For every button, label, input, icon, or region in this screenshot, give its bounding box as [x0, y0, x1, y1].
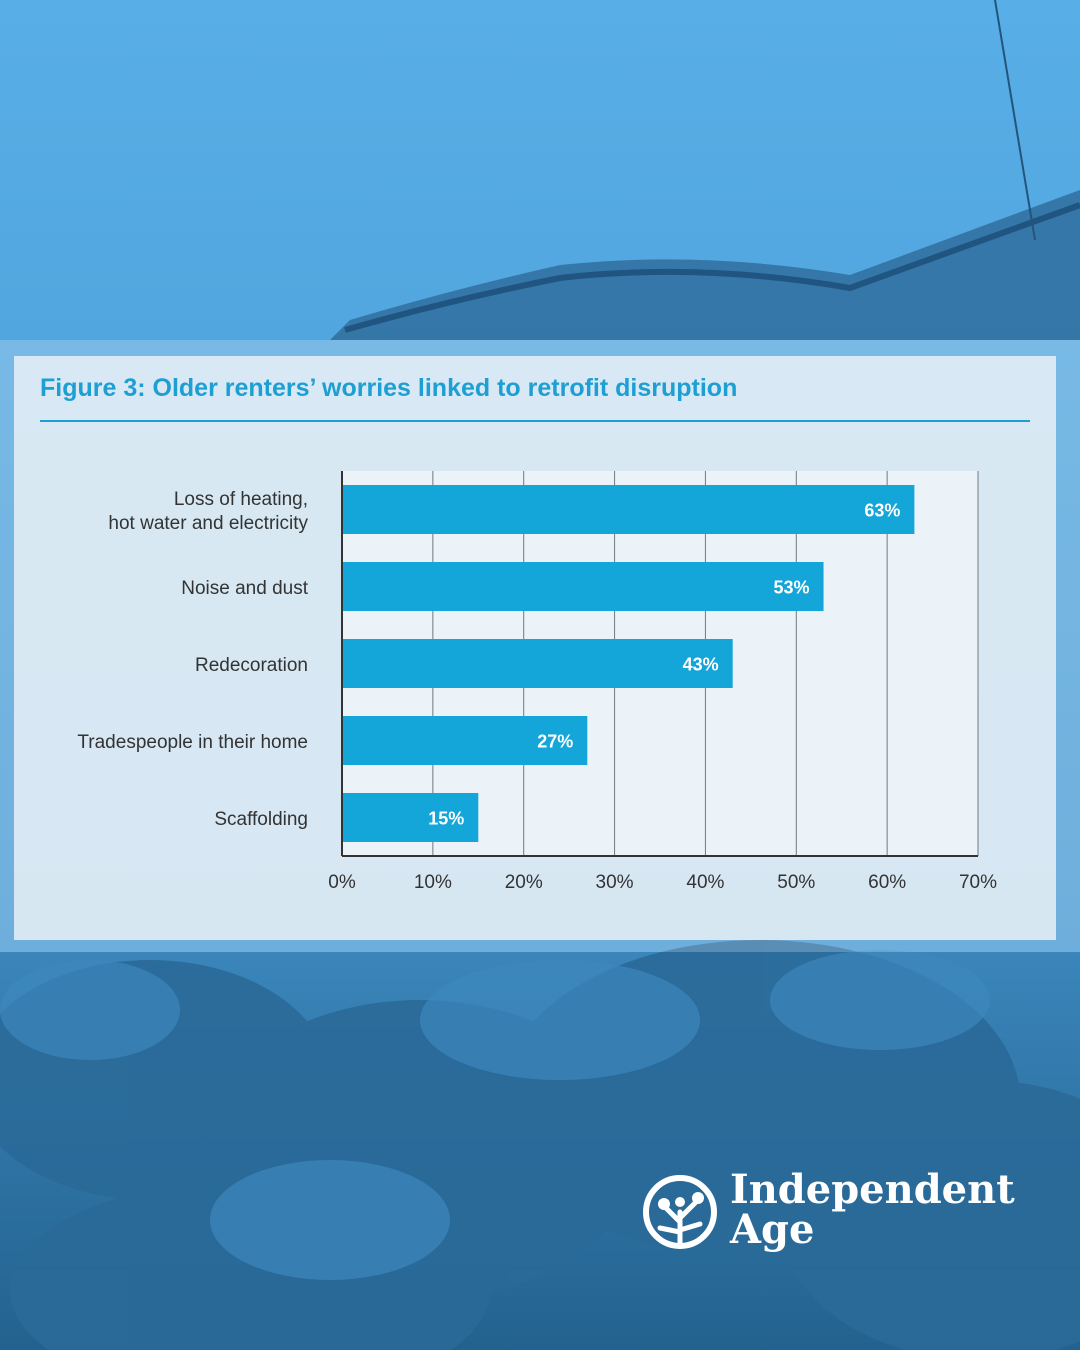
bar [342, 639, 733, 688]
bar-value-label: 43% [683, 655, 719, 675]
tree-logo-icon [643, 1175, 717, 1249]
category-label-line: Noise and dust [181, 577, 308, 599]
x-tick-label: 70% [959, 872, 997, 893]
category-label-line: Tradespeople in their home [77, 731, 308, 753]
category-label: Loss of heating, hot water and electricit… [8, 488, 308, 536]
x-tick-label: 30% [596, 872, 634, 893]
logo-text-line2: Age [730, 1206, 815, 1253]
bar [342, 485, 915, 534]
independent-age-logo: Independent Age [640, 1168, 1020, 1258]
chart-title: Figure 3: Older renters’ worries linked … [40, 374, 738, 402]
category-label: Noise and dust [8, 577, 308, 601]
title-divider [40, 420, 1030, 422]
x-tick-label: 50% [777, 872, 815, 893]
category-label: Scaffolding [8, 808, 308, 832]
x-tick-label: 20% [505, 872, 543, 893]
bar [342, 562, 824, 611]
bar-value-label: 27% [537, 732, 573, 752]
x-tick-label: 0% [328, 872, 356, 893]
bar-value-label: 63% [864, 501, 900, 521]
category-label-line: Redecoration [194, 654, 308, 676]
category-label-line: hot water and electricity [108, 512, 308, 534]
bar [342, 716, 588, 765]
bar-value-label: 15% [428, 809, 464, 829]
category-label-line: Scaffolding [214, 808, 308, 830]
category-label: Redecoration [8, 654, 308, 678]
bar [342, 793, 479, 842]
x-tick-label: 10% [414, 872, 452, 893]
category-label: Tradespeople in their home [8, 731, 308, 755]
x-tick-label: 60% [868, 872, 906, 893]
bar-value-label: 53% [774, 578, 810, 598]
logo-text-line1: Independent [730, 1166, 1015, 1213]
category-label-line: Loss of heating, [173, 488, 308, 510]
x-tick-label: 40% [686, 872, 724, 893]
